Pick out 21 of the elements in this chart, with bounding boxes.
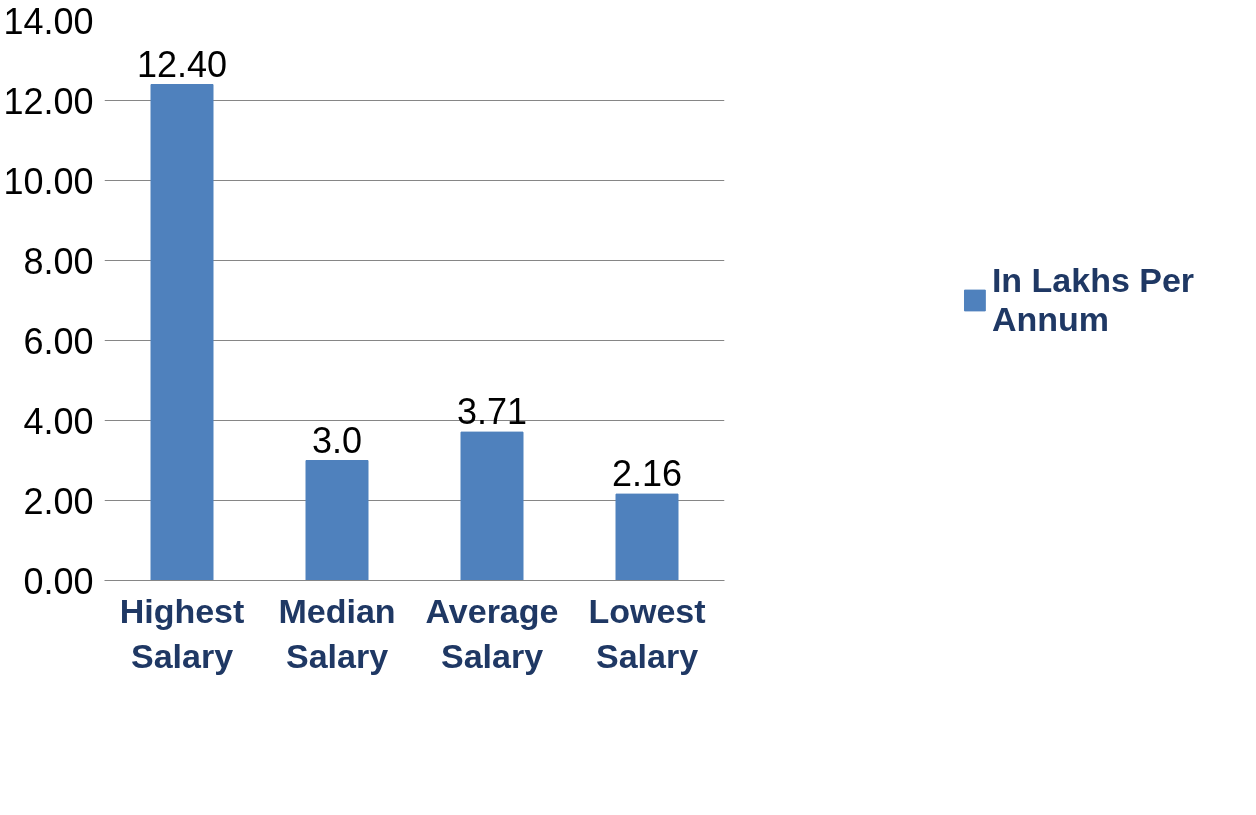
bar xyxy=(460,431,524,581)
bar xyxy=(615,493,679,581)
y-tick-label: 0.00 xyxy=(23,560,94,602)
bar xyxy=(150,84,214,581)
y-tick-label: 4.00 xyxy=(23,400,94,442)
bar xyxy=(305,460,369,581)
x-tick-label: Average Salary xyxy=(425,591,559,676)
y-tick-label: 12.00 xyxy=(3,80,94,122)
text: 2.16 xyxy=(611,453,683,495)
text: 12.40 xyxy=(136,43,228,85)
y-tick-label: 14.00 xyxy=(3,0,94,42)
y-tick-label: 10.00 xyxy=(3,160,94,202)
x-tick-label: Highest Salary xyxy=(119,591,245,676)
y-tick-label: 8.00 xyxy=(23,240,94,282)
y-tick-label: 2.00 xyxy=(23,480,94,522)
y-tick-label: 6.00 xyxy=(23,320,94,362)
x-tick-label: Median Salary xyxy=(278,591,396,676)
text: 3.0 xyxy=(311,419,363,461)
text: 3.71 xyxy=(456,391,528,433)
x-tick-label: Lowest Salary xyxy=(588,591,706,676)
legend-label: In Lakhs Per Annum xyxy=(991,261,1195,339)
